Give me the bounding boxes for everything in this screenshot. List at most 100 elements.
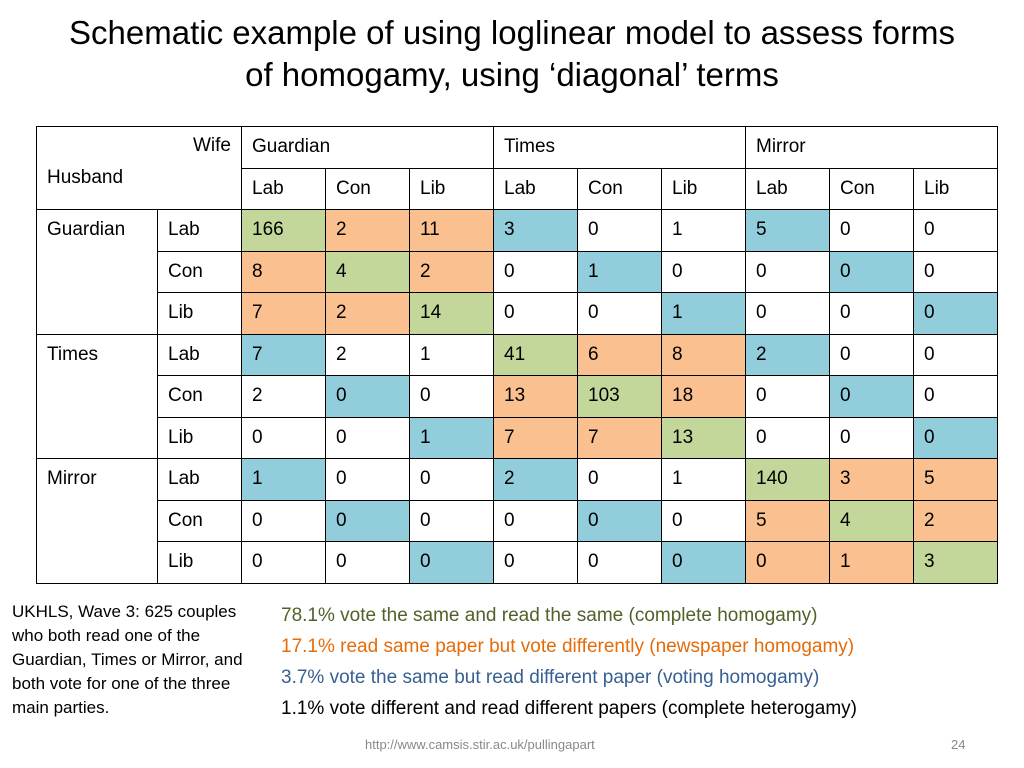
table-cell: 18 bbox=[661, 375, 746, 418]
table-cell: 1 bbox=[409, 333, 494, 376]
table-cell: 0 bbox=[493, 541, 578, 584]
wife-axis-label: Wife bbox=[193, 135, 231, 156]
row-group-label: Mirror bbox=[36, 458, 158, 584]
table-cell: 1 bbox=[661, 209, 746, 252]
table-cell: 1 bbox=[577, 250, 662, 293]
table-row: Guardian Lab 166 2 11 3 0 1 5 0 0 bbox=[36, 209, 998, 335]
table-cell: 7 bbox=[241, 333, 326, 376]
table-cell: 2 bbox=[241, 375, 326, 418]
table-row: Con 0 0 0 0 0 0 5 4 2 bbox=[37, 499, 998, 542]
table-cell: 0 bbox=[829, 250, 914, 293]
stat-newspaper-homogamy: 17.1% read same paper but vote different… bbox=[281, 636, 855, 657]
table-cell: 0 bbox=[661, 250, 746, 293]
table-cell: 14 bbox=[409, 292, 494, 335]
table-cell: 0 bbox=[577, 458, 662, 501]
table-row: Con 8 4 2 0 1 0 0 0 0 bbox=[37, 250, 998, 293]
table-cell: 5 bbox=[745, 499, 830, 542]
homogamy-summary: 78.1% vote the same and read the same (c… bbox=[281, 600, 857, 724]
page-number: 24 bbox=[951, 737, 966, 752]
row-party-label: Lib bbox=[157, 541, 242, 584]
table-cell: 0 bbox=[325, 375, 410, 418]
table-cell: 3 bbox=[493, 209, 578, 252]
table-cell: 0 bbox=[241, 416, 326, 459]
row-party-label: Con bbox=[157, 250, 242, 293]
table-cell: 8 bbox=[661, 333, 746, 376]
stat-voting-homogamy: 3.7% vote the same but read different pa… bbox=[281, 667, 820, 688]
col-header-party: Lib bbox=[661, 167, 746, 210]
table-cell: 2 bbox=[325, 333, 410, 376]
table-row: Con 2 0 0 13 103 18 0 0 0 bbox=[37, 375, 998, 418]
table-cell: 0 bbox=[745, 541, 830, 584]
table-cell: 0 bbox=[577, 209, 662, 252]
table-cell: 0 bbox=[409, 499, 494, 542]
col-header-guardian: Guardian bbox=[241, 126, 494, 169]
row-party-label: Lab bbox=[157, 458, 242, 501]
slide-title-line-2: of homogamy, using ‘diagonal’ terms bbox=[245, 56, 779, 93]
table-cell: 4 bbox=[829, 499, 914, 542]
table-cell: 0 bbox=[577, 292, 662, 335]
col-header-party: Con bbox=[325, 167, 410, 210]
table-cell: 103 bbox=[577, 375, 662, 418]
col-header-party: Lib bbox=[409, 167, 494, 210]
row-party-label: Lib bbox=[157, 292, 242, 335]
col-header-party: Lib bbox=[913, 167, 998, 210]
table-cell: 0 bbox=[661, 541, 746, 584]
row-party-label: Con bbox=[157, 499, 242, 542]
table-corner-cell: Wife Husband bbox=[36, 126, 242, 210]
col-header-times: Times bbox=[493, 126, 746, 169]
table-cell: 0 bbox=[325, 541, 410, 584]
table-cell: 0 bbox=[829, 292, 914, 335]
table-cell: 0 bbox=[493, 499, 578, 542]
table-cell: 7 bbox=[493, 416, 578, 459]
table-cell: 1 bbox=[241, 458, 326, 501]
table-cell: 0 bbox=[409, 458, 494, 501]
table-cell: 0 bbox=[745, 416, 830, 459]
table-cell: 0 bbox=[913, 416, 998, 459]
table-cell: 0 bbox=[829, 333, 914, 376]
table-cell: 0 bbox=[829, 375, 914, 418]
table-cell: 0 bbox=[913, 333, 998, 376]
table-header-row-parties: Lab Con Lib Lab Con Lib Lab Con Lib bbox=[37, 167, 998, 210]
table-cell: 0 bbox=[577, 541, 662, 584]
table-row: Lib 7 2 14 0 0 1 0 0 0 bbox=[37, 292, 998, 335]
table-cell: 0 bbox=[493, 292, 578, 335]
table-cell: 3 bbox=[829, 458, 914, 501]
table-cell: 140 bbox=[745, 458, 830, 501]
stat-complete-heterogamy: 1.1% vote different and read different p… bbox=[281, 698, 857, 719]
col-header-party: Lab bbox=[745, 167, 830, 210]
col-header-mirror: Mirror bbox=[745, 126, 998, 169]
table-cell: 6 bbox=[577, 333, 662, 376]
slide-title-line-1: Schematic example of using loglinear mod… bbox=[69, 14, 955, 51]
table-cell: 0 bbox=[913, 292, 998, 335]
table-cell: 2 bbox=[745, 333, 830, 376]
table-cell: 0 bbox=[829, 209, 914, 252]
table-cell: 41 bbox=[493, 333, 578, 376]
row-party-label: Lab bbox=[157, 209, 242, 252]
table-cell: 2 bbox=[409, 250, 494, 293]
col-header-party: Lab bbox=[241, 167, 326, 210]
data-source-note: UKHLS, Wave 3: 625 couples who both read… bbox=[12, 602, 243, 717]
col-header-party: Con bbox=[577, 167, 662, 210]
stat-complete-homogamy: 78.1% vote the same and read the same (c… bbox=[281, 605, 818, 626]
table-cell: 3 bbox=[913, 541, 998, 584]
slide-title: Schematic example of using loglinear mod… bbox=[0, 12, 1024, 96]
table-cell: 7 bbox=[241, 292, 326, 335]
table-cell: 0 bbox=[325, 458, 410, 501]
homogamy-table: Wife Husband Guardian Times Mirror Lab C… bbox=[36, 126, 998, 584]
table-cell: 11 bbox=[409, 209, 494, 252]
table-cell: 0 bbox=[241, 499, 326, 542]
table-cell: 0 bbox=[913, 375, 998, 418]
table-header-row-papers: Wife Husband Guardian Times Mirror bbox=[36, 126, 998, 210]
table-cell: 1 bbox=[661, 458, 746, 501]
table-cell: 2 bbox=[325, 209, 410, 252]
table-cell: 166 bbox=[241, 209, 326, 252]
table-cell: 7 bbox=[577, 416, 662, 459]
table-cell: 0 bbox=[913, 250, 998, 293]
table-cell: 0 bbox=[241, 541, 326, 584]
table-cell: 5 bbox=[913, 458, 998, 501]
col-header-party: Con bbox=[829, 167, 914, 210]
table-row: Times Lab 7 2 1 41 6 8 2 0 0 bbox=[36, 333, 998, 459]
row-party-label: Lib bbox=[157, 416, 242, 459]
table-cell: 0 bbox=[913, 209, 998, 252]
row-group-label: Times bbox=[36, 333, 158, 459]
